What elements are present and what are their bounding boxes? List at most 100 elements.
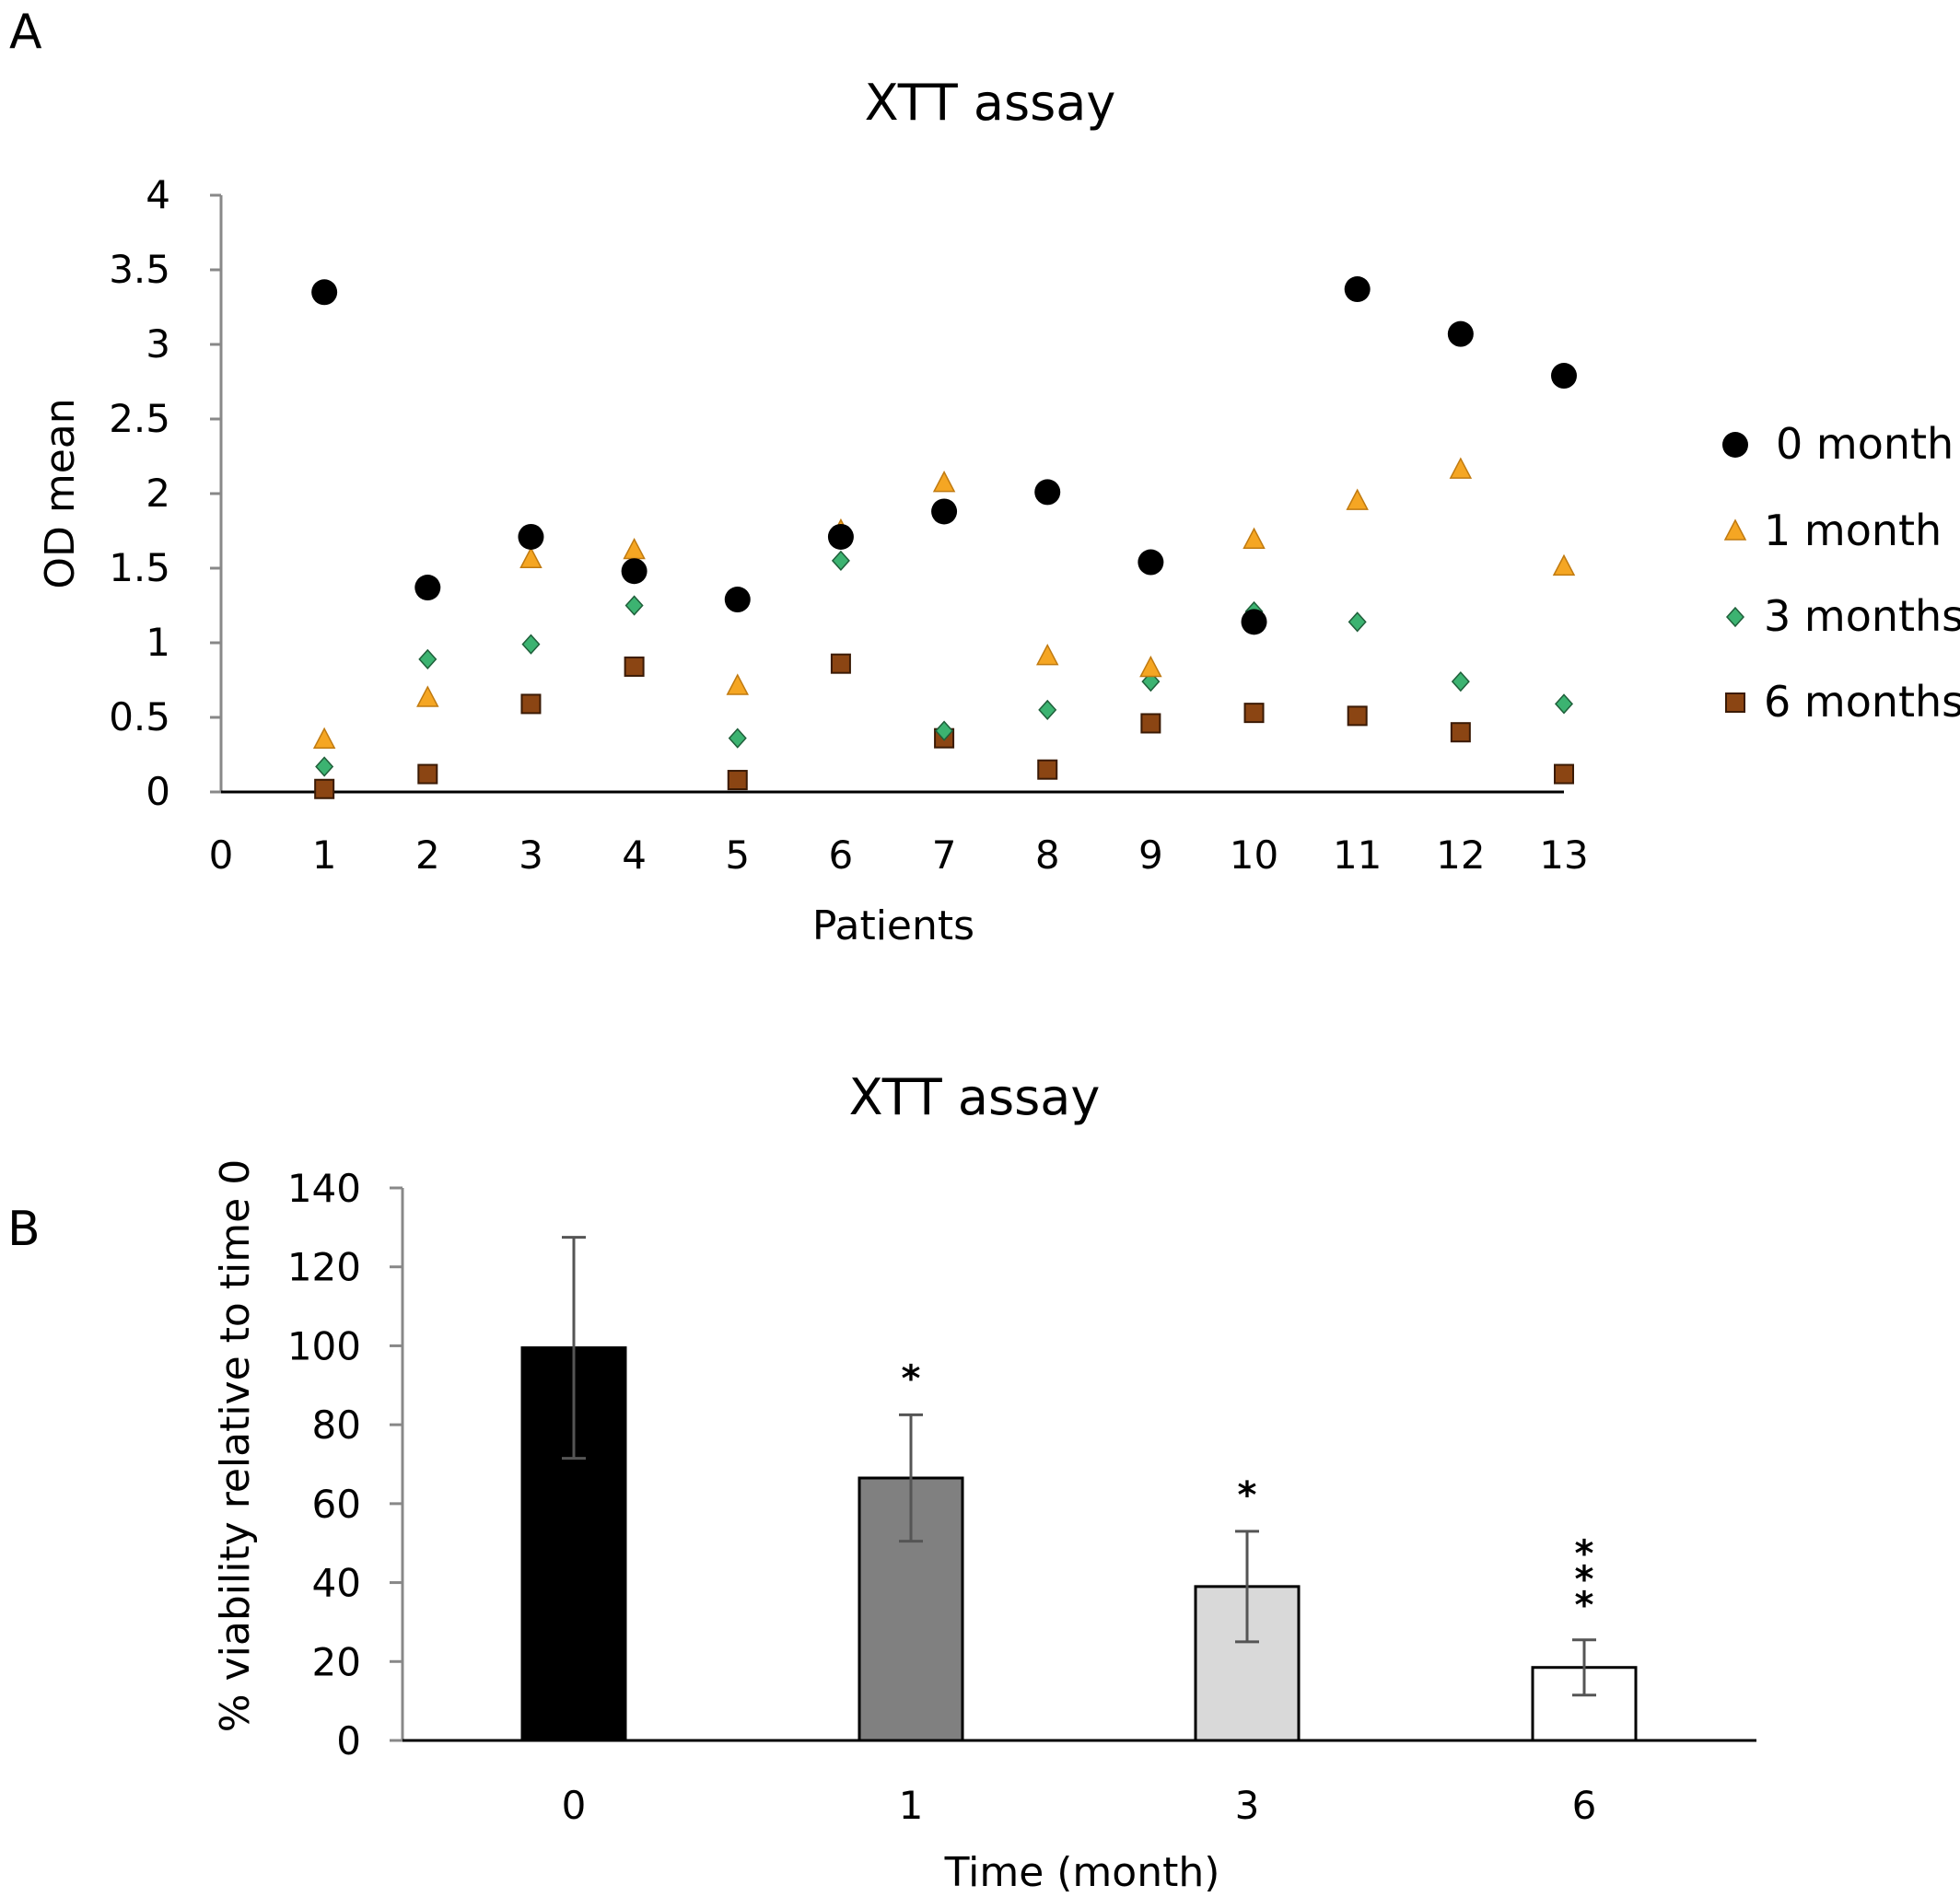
panel-b-label: B — [7, 1202, 41, 1257]
data-point — [416, 685, 439, 707]
legend-item: 6 months — [1725, 677, 1960, 727]
scatter-y-tick-label: 4 — [146, 172, 170, 217]
bar-y-tick-label: 120 — [287, 1245, 361, 1290]
bar-y-tick-label: 60 — [312, 1482, 361, 1527]
data-point — [623, 537, 646, 560]
scatter-x-tick-labels: 0 1 2 3 4 5 6 7 8 9 10 11 12 13 — [209, 832, 1589, 878]
data-point — [1037, 759, 1058, 780]
error-bar — [1235, 1530, 1259, 1644]
scatter-x-tick-label: 9 — [1138, 832, 1163, 878]
bar-x-tick-label: 0 — [562, 1783, 587, 1828]
series-0-month — [311, 276, 1577, 635]
data-point — [1344, 276, 1371, 303]
scatter-x-axis-title: Patients — [812, 902, 974, 949]
legend-item: 3 months — [1725, 591, 1960, 641]
bar-y-axis-title: % viability relative to time 0 — [212, 1159, 259, 1732]
data-point — [1451, 670, 1470, 692]
scatter-x-tick-label: 10 — [1230, 832, 1278, 878]
data-point — [1138, 549, 1164, 576]
bar-y-tick-label: 20 — [312, 1639, 361, 1684]
data-point — [312, 727, 336, 750]
legend-marker — [1723, 518, 1747, 541]
data-point — [520, 693, 542, 715]
bar-y-tick-label: 0 — [336, 1718, 361, 1763]
scatter-x-tick-label: 2 — [415, 832, 440, 878]
scatter-y-tick-label: 0 — [146, 769, 170, 814]
data-point — [1035, 643, 1059, 666]
scatter-chart-title: XTT assay — [865, 74, 1116, 132]
data-point — [518, 523, 544, 550]
legend-item: 1 month — [1723, 506, 1942, 555]
legend-item: 0 month — [1722, 419, 1954, 469]
data-point — [624, 595, 644, 616]
bar-chart-title: XTT assay — [849, 1068, 1101, 1126]
scatter-x-tick-label: 1 — [312, 832, 337, 878]
data-point — [827, 523, 854, 550]
bar-x-tick-label: 6 — [1572, 1783, 1597, 1828]
data-point — [1139, 655, 1162, 678]
data-point — [311, 279, 338, 306]
data-point — [418, 648, 438, 669]
data-point — [414, 575, 441, 601]
series-6-months — [314, 653, 1574, 799]
data-point — [417, 763, 438, 785]
data-point — [831, 550, 850, 572]
scatter-points — [311, 276, 1577, 799]
significance-label: * — [1238, 1474, 1257, 1517]
data-point — [728, 727, 747, 749]
scatter-x-tick-label: 6 — [829, 832, 854, 878]
scatter-x-tick-label: 5 — [725, 832, 750, 878]
data-point — [1140, 713, 1161, 734]
data-point — [1551, 363, 1577, 390]
scatter-x-tick-label: 3 — [519, 832, 543, 878]
scatter-y-tick-label: 2.5 — [109, 396, 170, 441]
data-point — [726, 673, 750, 695]
data-point — [1242, 527, 1266, 549]
data-point — [1243, 703, 1265, 724]
legend-marker — [1725, 606, 1745, 628]
significance-star: * — [1575, 1559, 1594, 1601]
scatter-plot-area: 00.511.522.533.54 0 1 2 3 4 5 6 7 8 9 10 11 12 13 — [109, 172, 1589, 878]
scatter-y-tick-label: 0.5 — [109, 694, 170, 739]
data-point — [1554, 693, 1574, 715]
legend-label: 3 months — [1764, 591, 1960, 641]
bar-x-axis-title: Time (month) — [944, 1849, 1220, 1896]
legend-marker — [1725, 692, 1745, 713]
scatter-x-tick-label: 7 — [932, 832, 957, 878]
significance-star: * — [1575, 1585, 1594, 1627]
bar-x-tick-label: 3 — [1235, 1783, 1260, 1828]
scatter-x-tick-label: 0 — [209, 832, 234, 878]
legend-label: 0 month — [1776, 419, 1954, 469]
data-point — [727, 770, 748, 791]
data-point — [932, 471, 956, 493]
bar-y-tick-label: 140 — [287, 1166, 361, 1211]
significance-label: * — [902, 1357, 921, 1400]
scatter-x-tick-label: 4 — [622, 832, 647, 878]
data-point — [314, 778, 335, 799]
data-point — [1449, 457, 1473, 479]
scatter-x-tick-label: 11 — [1333, 832, 1382, 878]
error-bar — [899, 1413, 923, 1543]
data-point — [1241, 609, 1267, 635]
data-point — [1034, 479, 1061, 506]
data-point — [1347, 705, 1368, 727]
data-point — [931, 498, 958, 525]
data-point — [1554, 763, 1574, 785]
bar-y-tick-label: 100 — [287, 1323, 361, 1368]
scatter-y-tick-label: 3 — [146, 321, 170, 367]
error-bar — [1572, 1638, 1596, 1697]
scatter-y-tick-label: 3.5 — [109, 247, 170, 292]
data-point — [621, 558, 648, 585]
legend-label: 6 months — [1764, 677, 1960, 727]
scatter-y-tick-label: 2 — [146, 471, 170, 516]
legend-label: 1 month — [1764, 506, 1942, 555]
data-point — [1348, 611, 1367, 633]
bar-y-tick-label: 80 — [312, 1402, 361, 1448]
bars: ***** — [520, 1236, 1638, 1742]
legend-marker — [1722, 432, 1748, 458]
data-point — [521, 634, 541, 655]
bar-y-tick-labels: 0 20 40 60 80 100 120 140 — [287, 1166, 402, 1763]
scatter-y-axis-title: OD mean — [37, 398, 84, 588]
